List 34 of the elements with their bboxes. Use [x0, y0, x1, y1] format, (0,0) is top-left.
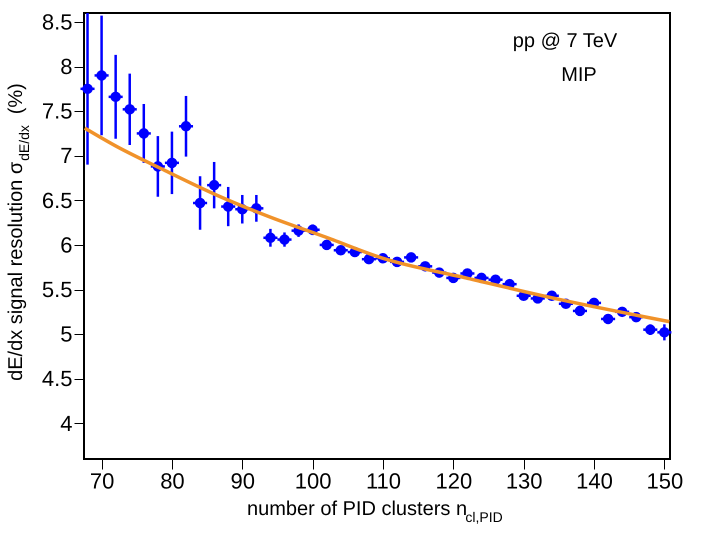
line-series: [82, 126, 672, 324]
annotation: MIP: [561, 64, 597, 86]
x-tick-label: 80: [160, 468, 185, 494]
point: [574, 306, 586, 316]
point: [82, 84, 93, 94]
y-tick-label: 6: [60, 232, 72, 258]
y-tick-label: 8: [60, 54, 72, 80]
point: [180, 121, 192, 132]
point: [208, 180, 220, 190]
point: [124, 104, 135, 115]
y-tick-label: 7: [60, 143, 72, 168]
point: [110, 92, 121, 102]
y-tick-label: 4.5: [42, 366, 72, 392]
y-axis-title: dE/dx signal resolution σdE/dx (%): [5, 83, 32, 381]
x-tick-label: 90: [230, 468, 256, 494]
y-tick-label: 5: [60, 322, 72, 347]
y-tick-label: 5.5: [42, 277, 72, 302]
point: [138, 128, 150, 139]
x-tick-label: 150: [646, 468, 684, 494]
x-tick-label: 130: [506, 468, 543, 494]
x-tick-label: 140: [576, 468, 613, 494]
point: [602, 314, 614, 324]
point: [96, 70, 107, 81]
y-tick-label: 8.5: [42, 9, 72, 34]
x-tick-label: 120: [435, 468, 472, 494]
point: [321, 240, 332, 250]
x-tick-label: 110: [366, 468, 402, 494]
x-tick-label: 70: [90, 468, 114, 494]
y-tick-label: 6.5: [42, 188, 72, 213]
annotation: pp @ 7 TeV: [512, 30, 618, 52]
point: [194, 198, 206, 208]
y-tick-label: 4: [60, 410, 72, 436]
x-tick-label: 100: [294, 468, 332, 494]
y-tick-label: 7.5: [42, 98, 72, 124]
